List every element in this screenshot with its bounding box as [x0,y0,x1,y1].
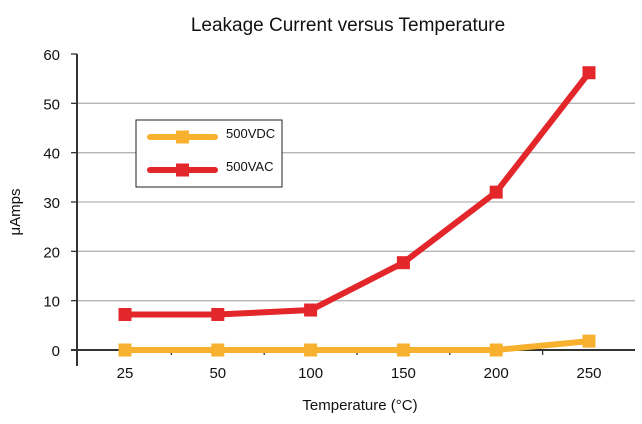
x-tick-label: 100 [298,365,323,382]
legend-label: 500VDC [226,126,275,141]
x-tick-label: 50 [209,365,226,382]
series-line [125,70,592,318]
y-tick-label: 0 [52,343,60,360]
y-axis-label: μAmps [7,189,24,236]
y-tick-label: 60 [43,47,60,64]
x-tick-label: 150 [391,365,416,382]
x-tick-label: 25 [117,365,134,382]
legend-label: 500VAC [226,159,273,174]
data-point [582,334,596,348]
data-point [304,343,318,357]
data-point [582,66,596,80]
y-tick-label: 20 [43,244,60,261]
chart-title: Leakage Current versus Temperature [191,15,505,36]
legend-marker [176,130,189,144]
series-line [125,338,590,353]
x-tick-label: 250 [576,365,601,382]
x-axis-label: Temperature (°C) [302,397,417,414]
data-point [118,307,132,321]
data-point [396,343,410,357]
data-point [211,343,225,357]
series-500VAC [118,66,596,321]
series-500VDC [118,334,596,357]
legend: 500VDC 500VAC [135,119,283,188]
data-point [396,256,410,270]
legend-box [135,119,283,188]
data-point [211,307,225,321]
data-point [489,343,503,357]
data-point [304,303,318,317]
data-point [489,185,503,199]
y-tick-label: 40 [43,146,60,163]
y-tick-label: 10 [43,294,60,311]
y-tick-label: 50 [43,96,60,113]
data-point [118,343,132,357]
y-tick-label: 30 [43,195,60,212]
legend-marker [176,163,189,177]
x-tick-label: 200 [484,365,509,382]
